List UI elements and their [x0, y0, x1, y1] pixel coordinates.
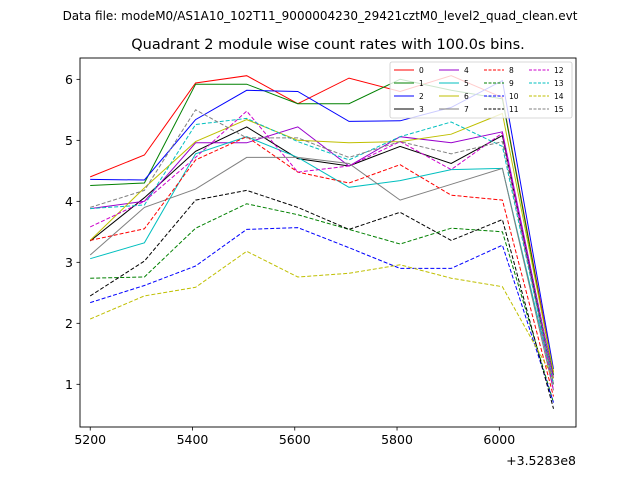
legend-label-10: 10 — [509, 92, 519, 101]
y-tick-label: 1 — [65, 377, 73, 392]
legend-label-0: 0 — [419, 66, 424, 75]
legend-label-11: 11 — [509, 105, 519, 114]
legend-label-6: 6 — [464, 92, 469, 101]
series-line-3 — [89, 126, 554, 385]
legend-label-8: 8 — [509, 66, 514, 75]
x-tick-label: 5800 — [381, 432, 413, 447]
series-line-14 — [90, 250, 554, 379]
series-line-4 — [90, 126, 554, 379]
legend-label-3: 3 — [419, 105, 424, 114]
legend-label-1: 1 — [419, 79, 424, 88]
plot-area — [79, 57, 577, 428]
y-tick-label: 5 — [65, 133, 73, 148]
legend-label-14: 14 — [554, 92, 564, 101]
y-tick-label: 3 — [65, 255, 73, 270]
chart-title: Quadrant 2 module wise count rates with … — [131, 37, 525, 53]
legend-label-4: 4 — [464, 66, 469, 75]
series-line-7 — [89, 156, 554, 391]
chart-suptitle: Data file: modeM0/AS1A10_102T11_90000042… — [63, 9, 578, 23]
legend-label-9: 9 — [509, 79, 514, 88]
legend-label-5: 5 — [464, 79, 469, 88]
x-tick-label: 5600 — [279, 432, 311, 447]
x-tick-label: 5400 — [177, 432, 209, 447]
plot-frame — [79, 57, 577, 428]
y-tick-label: 6 — [65, 72, 73, 87]
legend-label-2: 2 — [419, 92, 424, 101]
x-tick-label: 5200 — [74, 432, 106, 447]
legend-label-13: 13 — [554, 79, 564, 88]
series-line-9 — [90, 203, 554, 403]
y-tick-label: 2 — [65, 316, 73, 331]
series-line-12 — [89, 110, 554, 391]
x-offset-label: +3.5283e8 — [506, 453, 576, 468]
series-line-11 — [89, 189, 554, 409]
legend-box — [389, 61, 573, 119]
legend-label-7: 7 — [464, 105, 469, 114]
y-tick-label: 4 — [65, 194, 73, 209]
x-tick-label: 6000 — [483, 432, 515, 447]
axis-ticks: 5200 5400 5600 5800 6000 1 2 3 4 5 6 — [65, 72, 515, 447]
legend-label-15: 15 — [554, 105, 564, 114]
series-line-13 — [90, 117, 554, 385]
series-line-15 — [90, 109, 554, 385]
series-line-8 — [90, 136, 554, 397]
legend-label-12: 12 — [554, 66, 564, 75]
series-line-10 — [90, 227, 554, 403]
